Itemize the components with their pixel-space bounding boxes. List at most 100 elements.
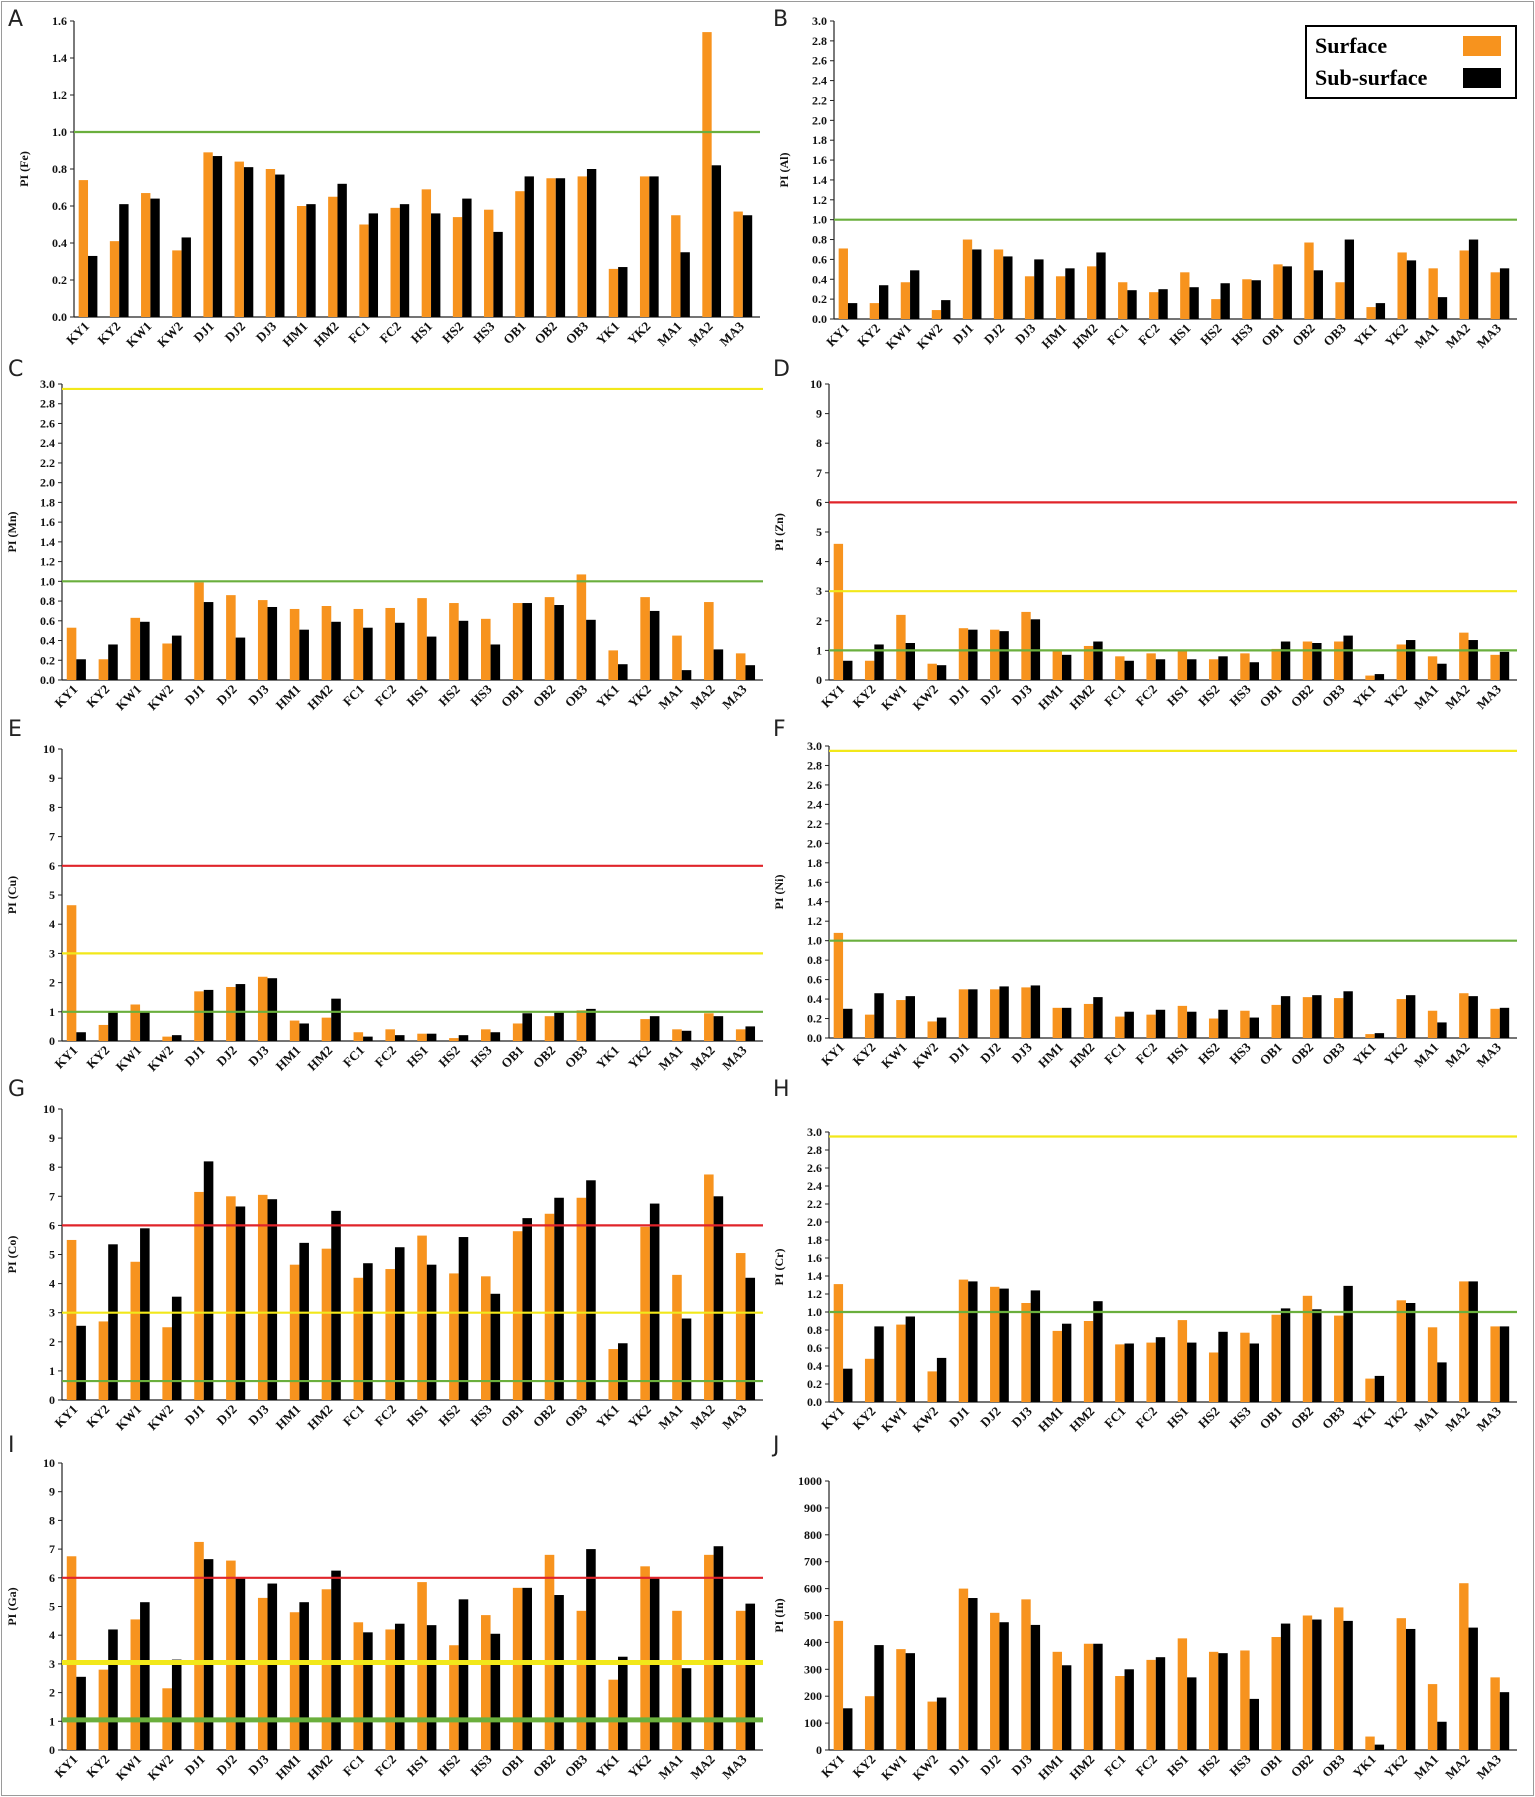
y-tick-label: 1.8 (807, 856, 822, 870)
bar-subsurface (1155, 1337, 1166, 1402)
x-tick-label: KY1 (818, 1404, 847, 1433)
bar-subsurface (1343, 1285, 1353, 1402)
bar-subsurface (431, 213, 441, 317)
bar-subsurface (1312, 1619, 1322, 1750)
x-tick-label: HM2 (1066, 1752, 1097, 1783)
bar-subsurface (331, 998, 341, 1041)
y-tick-label: 8 (49, 1513, 55, 1527)
bar-subsurface (1280, 996, 1291, 1038)
x-tick-label: HS1 (408, 319, 435, 346)
bar-surface (1021, 1303, 1031, 1402)
bar-subsurface (847, 303, 858, 319)
bar-subsurface (874, 644, 884, 680)
bar-surface (1365, 675, 1375, 680)
y-tick-label: 10 (810, 377, 822, 391)
y-axis-title: PI (Ni) (772, 875, 786, 910)
x-tick-label: DJ1 (946, 1040, 972, 1066)
bar-surface (1396, 999, 1406, 1038)
y-tick-label: 900 (804, 1501, 822, 1515)
bar-surface (162, 643, 172, 680)
bar-subsurface (586, 1008, 596, 1041)
x-tick-label: MA1 (1411, 1040, 1442, 1071)
bar-surface (931, 310, 942, 319)
bar-surface (1115, 656, 1125, 680)
y-tick-label: 7 (49, 830, 55, 844)
bar-surface (1396, 1618, 1406, 1750)
bar-surface (1208, 1018, 1219, 1038)
x-tick-label: HM2 (311, 319, 342, 350)
bar-subsurface (1499, 268, 1510, 319)
bar-surface (1334, 1315, 1344, 1402)
x-tick-label: YK1 (1350, 1752, 1379, 1781)
x-tick-label: KY1 (818, 682, 847, 711)
bar-surface (257, 1194, 268, 1400)
x-tick-label: KY2 (849, 682, 878, 711)
x-tick-label: KY2 (849, 1040, 878, 1069)
bar-surface (1240, 653, 1250, 680)
x-tick-label: HM2 (1069, 321, 1100, 352)
bar-surface (702, 32, 712, 317)
bar-surface (1177, 1320, 1188, 1402)
x-tick-label: MA3 (1473, 1403, 1504, 1434)
bar-surface (1083, 645, 1094, 680)
x-tick-label: FC1 (340, 1402, 367, 1429)
bar-surface (385, 1629, 395, 1750)
bar-subsurface (1437, 1362, 1447, 1402)
y-tick-label: 0.0 (52, 310, 67, 324)
bar-subsurface (426, 1625, 437, 1750)
bar-surface (449, 1273, 459, 1400)
bar-subsurface (1034, 259, 1044, 319)
y-tick-label: 1.6 (807, 1251, 822, 1265)
x-tick-label: HM2 (304, 1752, 335, 1783)
bar-subsurface (171, 1296, 182, 1400)
bar-subsurface (968, 1598, 978, 1750)
x-tick-label: HM1 (1035, 1752, 1066, 1783)
y-tick-label: 0.0 (807, 1395, 822, 1409)
bar-surface (66, 905, 77, 1041)
x-tick-label: KW1 (878, 1404, 910, 1436)
x-tick-label: MA1 (1411, 321, 1442, 352)
x-tick-label: KY2 (83, 1752, 112, 1781)
bar-subsurface (1093, 1301, 1103, 1402)
x-tick-label: OB2 (1288, 1404, 1316, 1432)
bar-subsurface (554, 605, 564, 680)
bar-subsurface (267, 978, 278, 1041)
bar-subsurface (586, 1549, 596, 1750)
x-tick-label: YK2 (1381, 1752, 1410, 1781)
bar-surface (385, 607, 395, 680)
panel-letter: D (773, 357, 790, 382)
legend: Surface Sub-surface (1305, 25, 1517, 99)
y-tick-label: 0.6 (807, 973, 822, 987)
x-tick-label: DJ1 (181, 1402, 207, 1428)
y-tick-label: 2.6 (812, 54, 827, 68)
x-tick-label: MA2 (1442, 321, 1473, 352)
x-tick-label: KY2 (854, 321, 883, 350)
y-tick-label: 0.0 (812, 312, 827, 326)
y-tick-label: 8 (49, 1160, 55, 1174)
bar-subsurface (1499, 1326, 1510, 1402)
bar-subsurface (1003, 256, 1013, 319)
bar-subsurface (267, 1583, 278, 1750)
bar-subsurface (681, 1318, 692, 1400)
bar-surface (359, 224, 369, 317)
bar-surface (704, 1554, 714, 1750)
bar-subsurface (999, 986, 1009, 1038)
bar-subsurface (618, 664, 628, 680)
y-axis-title: PI (In) (772, 1598, 786, 1632)
bar-subsurface (1499, 651, 1510, 680)
bar-subsurface (171, 635, 182, 680)
bar-subsurface (181, 237, 191, 317)
x-tick-label: MA3 (716, 318, 747, 349)
y-tick-label: 1.0 (40, 574, 55, 588)
x-tick-label: MA3 (1473, 1039, 1504, 1070)
bar-subsurface (299, 1023, 309, 1041)
y-tick-label: 3.0 (40, 377, 55, 391)
bar-surface (608, 268, 619, 317)
chart-panel-d: D 0 1 2 3 4 5 6 7 8 9 10 PI (Zn) KY1 KY2 KW1 KW2 DJ1 DJ2 DJ… (772, 357, 1517, 713)
bar-subsurface (76, 659, 86, 680)
bar-subsurface (1313, 270, 1323, 319)
y-tick-label: 2 (816, 614, 822, 628)
bar-surface (958, 1279, 969, 1402)
x-tick-label: HS1 (1164, 1752, 1191, 1779)
